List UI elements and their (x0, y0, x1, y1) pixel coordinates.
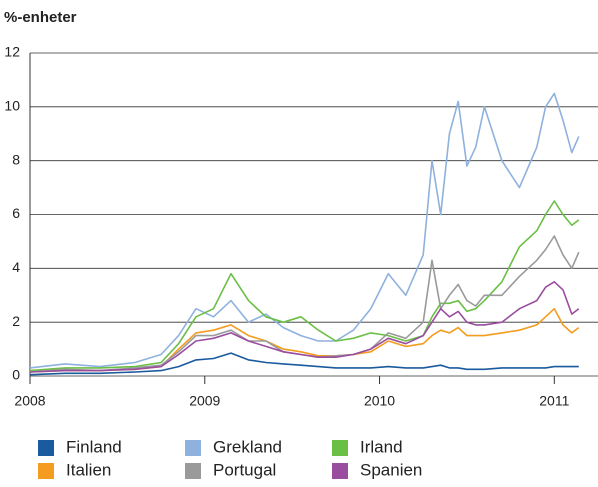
chart-title: %-enheter (4, 9, 77, 26)
y-tick-label: 0 (12, 367, 20, 383)
legend-swatch (332, 440, 348, 456)
x-tick-label: 2011 (539, 393, 569, 409)
legend-label: Finland (66, 437, 122, 456)
legend-swatch (38, 440, 54, 456)
x-tick-label: 2010 (364, 393, 395, 409)
x-tick-label: 2008 (14, 393, 45, 409)
legend-label: Irland (360, 437, 403, 456)
series-line (29, 200, 580, 372)
series-line (29, 281, 580, 373)
series-line (29, 235, 580, 373)
series-line (29, 92, 580, 369)
legend-label: Italien (66, 460, 111, 479)
y-tick-label: 4 (12, 259, 20, 275)
y-tick-label: 8 (12, 151, 20, 167)
y-tick-label: 6 (12, 205, 20, 221)
y-tick-label: 2 (12, 313, 20, 329)
legend-swatch (38, 463, 54, 479)
y-tick-label: 10 (4, 98, 20, 114)
x-tick-label: 2009 (189, 393, 220, 409)
legend-label: Spanien (360, 460, 422, 479)
legend-label: Portugal (213, 460, 276, 479)
legend-swatch (332, 463, 348, 479)
series-line (29, 352, 579, 376)
legend-swatch (185, 440, 201, 456)
legend-label: Grekland (213, 437, 282, 456)
y-tick-label: 12 (4, 44, 20, 60)
legend-swatch (185, 463, 201, 479)
series-line (29, 307, 580, 373)
